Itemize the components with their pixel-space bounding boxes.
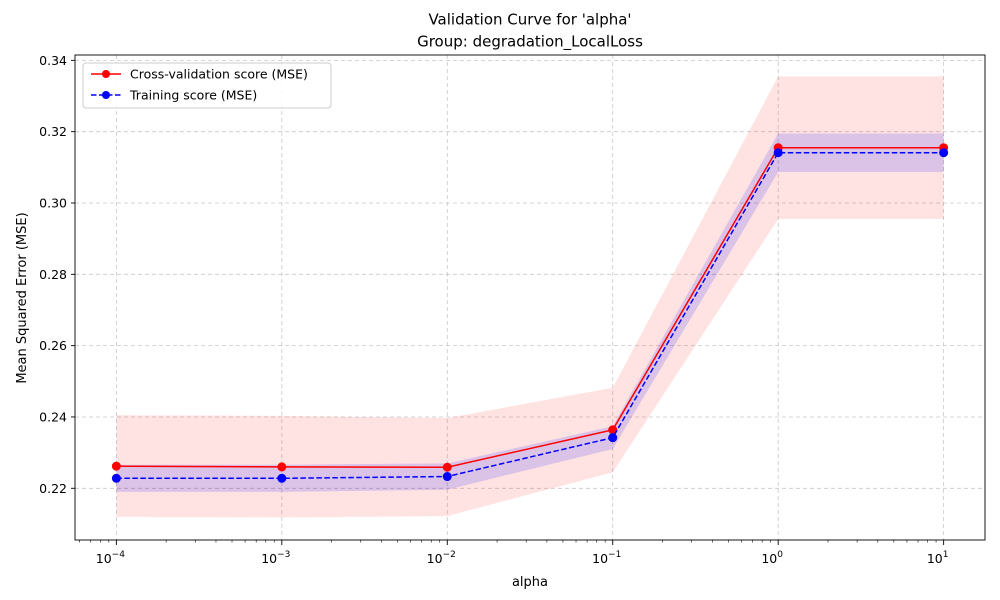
data-point-training — [939, 148, 949, 158]
chart-subtitle: Group: degradation_LocalLoss — [417, 33, 643, 52]
legend: Cross-validation score (MSE) Training sco… — [82, 62, 332, 109]
x-axis-label: alpha — [512, 575, 548, 590]
plot-frame — [74, 54, 986, 541]
series-line-cross-validation — [116, 146, 944, 469]
axes: 0.22 0.24 0.26 0.28 0.30 0.32 0.34 10−4 10−3 10−2… — [39, 53, 986, 566]
confidence-bands — [116, 76, 944, 518]
legend-box — [82, 62, 332, 109]
data-point-training — [608, 433, 618, 443]
legend-marker-cross-validation — [102, 70, 110, 78]
data-point-training — [442, 472, 452, 482]
y-tick-label: 0.34 — [39, 53, 67, 68]
y-tick-label: 0.30 — [39, 195, 67, 210]
data-point-cross-validation — [442, 462, 452, 472]
series-line-training — [116, 151, 944, 480]
data-point-cross-validation — [277, 462, 287, 472]
data-point-cross-validation — [111, 461, 121, 471]
x-tick-label: 10−3 — [261, 550, 290, 566]
y-tick-label: 0.26 — [39, 338, 67, 353]
y-axis-label: Mean Squared Error (MSE) — [15, 212, 30, 383]
y-tick-label: 0.32 — [39, 124, 67, 139]
legend-label-cross-validation: Cross-validation score (MSE) — [130, 67, 308, 82]
band-cross-validation — [116, 76, 944, 518]
y-tick-label: 0.28 — [39, 267, 67, 282]
series-lines — [111, 143, 949, 483]
chart-title: Validation Curve for 'alpha' — [428, 11, 631, 29]
legend-label-training: Training score (MSE) — [129, 88, 257, 103]
x-tick-label: 10−2 — [427, 550, 456, 566]
x-tick-label: 101 — [927, 550, 949, 566]
data-point-training — [277, 473, 287, 483]
legend-marker-training — [102, 91, 110, 99]
data-point-training — [111, 473, 121, 483]
x-tick-label: 10−1 — [592, 550, 621, 566]
data-point-training — [773, 148, 783, 158]
x-tick-label: 10−4 — [96, 550, 125, 566]
y-tick-label: 0.22 — [39, 481, 67, 496]
x-tick-label: 100 — [761, 550, 783, 566]
y-tick-label: 0.24 — [39, 409, 67, 424]
grid-lines — [75, 55, 985, 540]
